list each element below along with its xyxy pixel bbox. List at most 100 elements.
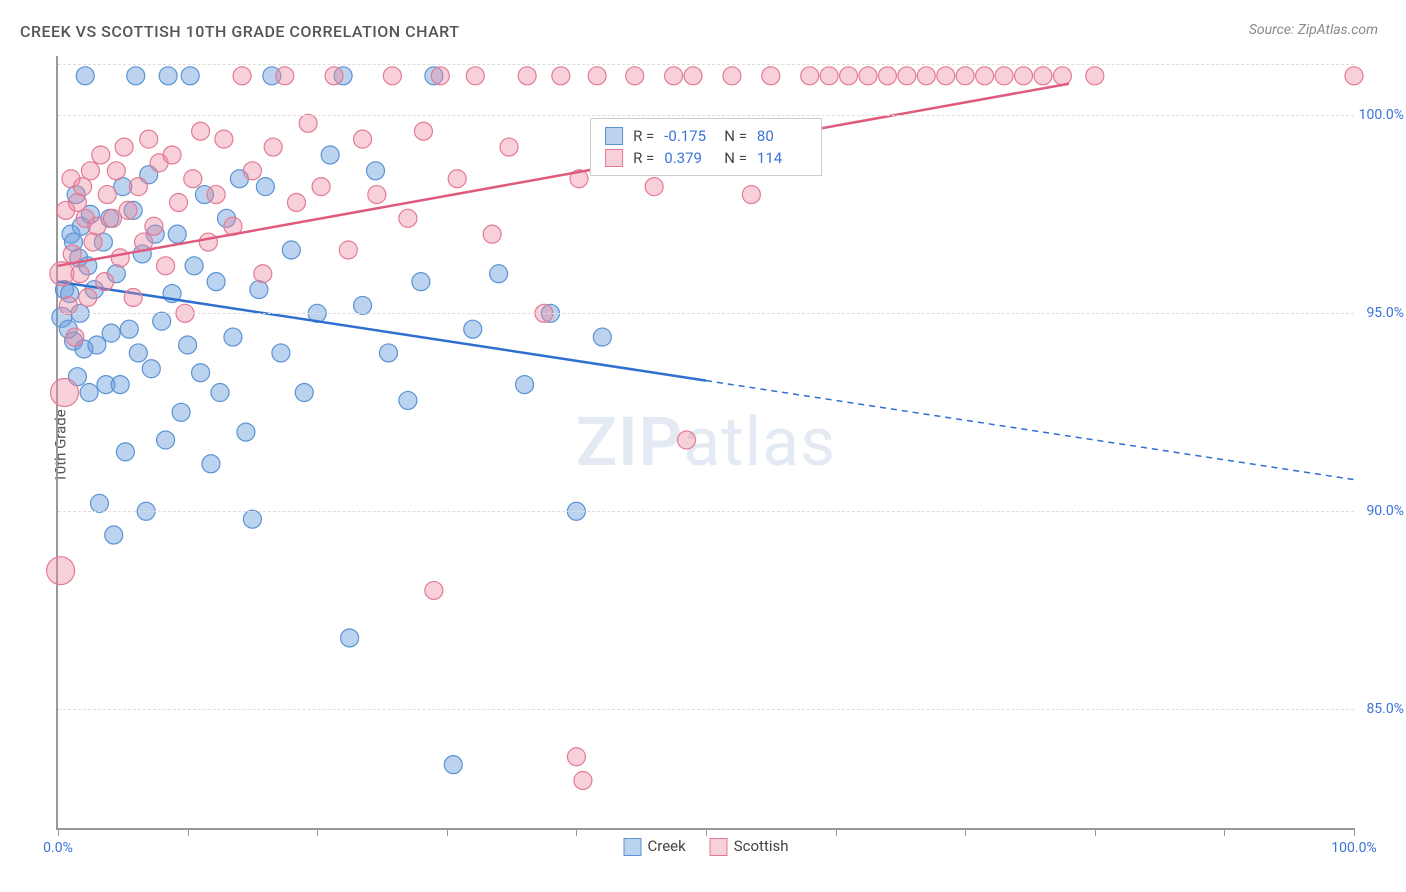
data-point: [917, 67, 935, 85]
legend-row: R = 0.379 N = 114: [605, 147, 807, 169]
data-point: [995, 67, 1013, 85]
data-point: [120, 320, 138, 338]
data-point: [1034, 67, 1052, 85]
data-point: [425, 581, 443, 599]
x-tick: [706, 828, 707, 836]
x-tick-label: 100.0%: [1331, 840, 1376, 856]
x-tick: [576, 828, 577, 836]
data-point: [354, 296, 372, 314]
chart-source: Source: ZipAtlas.com: [1249, 22, 1378, 38]
plot-area: ZIPatlas R = -0.175 N = 80 R = 0.379 N =…: [56, 56, 1354, 830]
data-point: [282, 241, 300, 259]
data-point: [264, 138, 282, 156]
data-point: [181, 67, 199, 85]
data-point: [399, 391, 417, 409]
gridline: [58, 511, 1354, 512]
data-point: [341, 629, 359, 647]
data-point: [339, 241, 357, 259]
data-point: [192, 122, 210, 140]
data-point: [159, 67, 177, 85]
x-tick: [188, 828, 189, 836]
data-point: [80, 384, 98, 402]
correlation-chart: CREEK VS SCOTTISH 10TH GRADE CORRELATION…: [0, 0, 1406, 892]
gridline: [58, 115, 1354, 116]
data-point: [76, 67, 94, 85]
data-point: [567, 748, 585, 766]
y-tick-label: 100.0%: [1359, 107, 1404, 123]
legend-n-label: N =: [724, 127, 747, 145]
y-tick-label: 85.0%: [1366, 701, 1404, 717]
legend-n-value: 114: [757, 149, 807, 167]
data-point: [163, 146, 181, 164]
data-point: [820, 67, 838, 85]
x-tick: [1354, 828, 1355, 836]
data-point: [98, 186, 116, 204]
series-legend-item: Scottish: [710, 837, 789, 856]
data-point: [444, 756, 462, 774]
trend-line-extrapolated: [706, 381, 1354, 480]
x-tick-label: 0.0%: [43, 840, 73, 856]
data-point: [202, 455, 220, 473]
data-point: [111, 376, 129, 394]
data-point: [157, 257, 175, 275]
data-point: [81, 162, 99, 180]
data-point: [142, 360, 160, 378]
data-point: [47, 557, 75, 585]
data-point: [184, 170, 202, 188]
data-point: [207, 186, 225, 204]
data-point: [74, 178, 92, 196]
legend-swatch: [624, 838, 642, 856]
data-point: [859, 67, 877, 85]
data-point: [185, 257, 203, 275]
y-tick-label: 95.0%: [1366, 305, 1404, 321]
data-point: [367, 162, 385, 180]
data-point: [431, 67, 449, 85]
data-point: [937, 67, 955, 85]
data-point: [464, 320, 482, 338]
data-point: [552, 67, 570, 85]
gridline: [58, 709, 1354, 710]
data-point: [233, 67, 251, 85]
legend-n-value: 80: [757, 127, 807, 145]
data-point: [237, 423, 255, 441]
data-point: [295, 384, 313, 402]
data-point: [466, 67, 484, 85]
data-point: [107, 162, 125, 180]
data-point: [124, 288, 142, 306]
data-point: [287, 193, 305, 211]
data-point: [153, 312, 171, 330]
legend-r-value: -0.175: [664, 127, 714, 145]
data-point: [119, 201, 137, 219]
data-point: [157, 431, 175, 449]
data-point: [626, 67, 644, 85]
legend-swatch: [605, 127, 623, 145]
data-point: [215, 130, 233, 148]
data-point: [299, 114, 317, 132]
data-point: [96, 273, 114, 291]
data-point: [312, 178, 330, 196]
data-point: [105, 526, 123, 544]
data-point: [272, 344, 290, 362]
data-point: [68, 193, 86, 211]
x-tick: [836, 828, 837, 836]
y-tick-label: 90.0%: [1366, 503, 1404, 519]
data-point: [448, 170, 466, 188]
legend-swatch: [710, 838, 728, 856]
data-point: [1086, 67, 1104, 85]
data-point: [179, 336, 197, 354]
data-point: [145, 217, 163, 235]
data-point: [516, 376, 534, 394]
data-point: [243, 510, 261, 528]
data-point: [1015, 67, 1033, 85]
data-point: [211, 384, 229, 402]
data-point: [574, 771, 592, 789]
data-point: [976, 67, 994, 85]
data-point: [50, 379, 78, 407]
data-point: [92, 146, 110, 164]
trend-line: [58, 84, 1069, 266]
data-point: [665, 67, 683, 85]
x-tick: [965, 828, 966, 836]
data-point: [127, 67, 145, 85]
data-point: [325, 67, 343, 85]
data-point: [111, 249, 129, 267]
